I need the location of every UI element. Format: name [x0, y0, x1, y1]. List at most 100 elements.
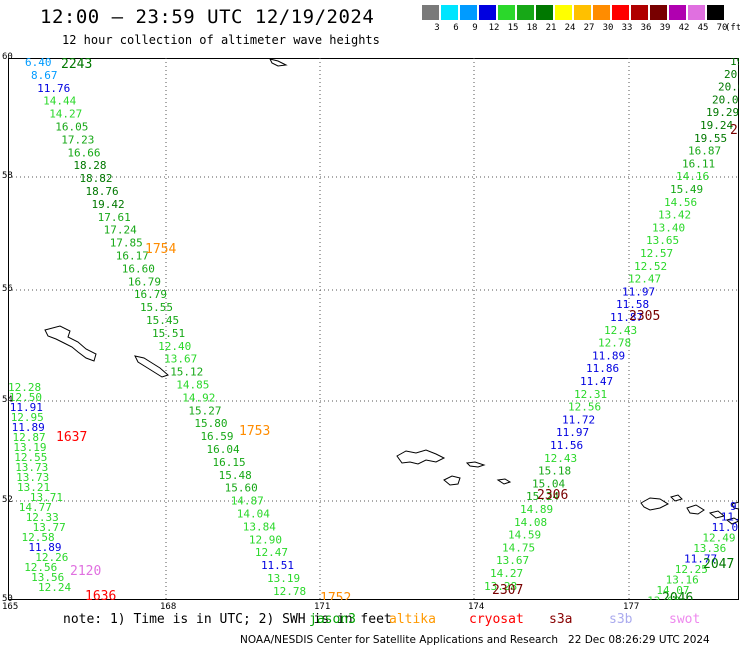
swh-value: 12.25 — [675, 563, 708, 576]
legend-label: 24 — [564, 23, 576, 33]
pass-time-label: 2307 — [492, 583, 523, 598]
swh-value: 14.56 — [664, 196, 697, 209]
legend-label: 3 — [434, 23, 440, 33]
aleutian-island-4 — [496, 478, 512, 485]
satellite-swot: swot — [669, 612, 701, 627]
swh-value: 13.40 — [652, 221, 685, 234]
swh-value: 16.04 — [207, 443, 240, 456]
satellite-s3b: s3b — [609, 612, 633, 627]
st-matthew-island — [44, 325, 97, 362]
swh-value: 11.04 — [712, 521, 739, 534]
swh-value: 15.60 — [225, 482, 258, 495]
legend-swatch — [555, 5, 572, 20]
swh-value: 14.16 — [676, 170, 709, 183]
legend-swatch — [612, 5, 629, 20]
swh-value: 11.89 — [12, 421, 45, 434]
pass-time-label: 1636 — [85, 589, 116, 600]
legend-label: 9 — [472, 23, 478, 33]
swh-value: 13.67 — [164, 353, 197, 366]
swh-value: 11.97 — [556, 426, 589, 439]
swh-labels: 6.408.6711.7614.4414.2716.0517.2316.6618… — [8, 58, 739, 600]
legend-label: 15 — [507, 23, 519, 33]
map-title: 12:00 – 23:59 UTC 12/19/2024 — [40, 6, 375, 28]
swh-value: 19.29 — [706, 106, 739, 119]
swh-value: 13.73 — [16, 471, 49, 484]
swh-value: 15.51 — [152, 327, 185, 340]
swh-value: 12.49 — [702, 532, 735, 545]
swh-value: 15.27 — [188, 404, 221, 417]
satellite-s3a: s3a — [549, 612, 573, 627]
aleutian-island-6 — [670, 494, 683, 502]
pass-time-label: 2120 — [70, 564, 101, 579]
swh-value: 13.19 — [13, 441, 46, 454]
swh-value: 12.33 — [26, 511, 59, 524]
legend-label: 70 — [716, 23, 728, 33]
swh-value: 11.56 — [550, 439, 583, 452]
swh-value: 12.78 — [273, 585, 306, 598]
swh-value: 11.89 — [592, 349, 625, 362]
swh-value: 11.87 — [610, 311, 643, 324]
swh-value: 17.61 — [98, 211, 131, 224]
swh-value: 16.17 — [116, 250, 149, 263]
legend-swatch — [479, 5, 496, 20]
swh-value: 13.21 — [17, 481, 50, 494]
swh-value: 16.87 — [688, 145, 721, 158]
pass-time-label: 2 — [730, 123, 738, 138]
swh-value: 14.44 — [43, 95, 76, 108]
aleutian-island-1 — [396, 449, 446, 465]
swh-value: 19 — [730, 58, 739, 68]
legend-label: 21 — [545, 23, 557, 33]
swh-value: 13.36 — [693, 542, 726, 555]
swh-value: 14.59 — [508, 529, 541, 542]
swh-value: 14.75 — [502, 541, 535, 554]
pass-time-label: 2046 — [662, 591, 693, 600]
swh-value: 17.23 — [61, 133, 94, 146]
legend-swatch — [688, 5, 705, 20]
legend-label: 12 — [488, 23, 500, 33]
swh-value: 12.50 — [9, 391, 42, 404]
latitude-label: 50 — [2, 594, 13, 604]
satellite-cryosat: cryosat — [469, 612, 524, 627]
swh-value: 12.26 — [35, 551, 68, 564]
swh-value: 13.73 — [15, 461, 48, 474]
legend-label: 39 — [659, 23, 671, 33]
swh-value: 9 — [730, 500, 737, 513]
longitude-label: 177 — [623, 602, 640, 612]
longitude-label: 171 — [314, 602, 331, 612]
swh-value: 12.43 — [604, 324, 637, 337]
swh-value: 13.71 — [30, 491, 63, 504]
legend-swatch — [498, 5, 515, 20]
legend-swatch — [650, 5, 667, 20]
legend-unit: (ft) — [725, 23, 740, 33]
swh-value: 12.78 — [598, 337, 631, 350]
swh-value: 12.52 — [634, 260, 667, 273]
swh-value: 12.43 — [544, 452, 577, 465]
swh-value: 13.42 — [658, 209, 691, 222]
aleutian-island-5 — [640, 497, 670, 511]
legend-label: 6 — [453, 23, 459, 33]
small-island-north — [269, 58, 288, 67]
legend-swatch — [707, 5, 724, 20]
swh-value: 12.56 — [568, 401, 601, 414]
swh-value: 11.89 — [721, 511, 739, 524]
pass-time-label: 1753 — [239, 424, 270, 439]
swh-value: 12.55 — [14, 451, 47, 464]
map-subtitle: 12 hour collection of altimeter wave hei… — [62, 33, 380, 47]
swh-value: 11.86 — [586, 362, 619, 375]
legend-swatch — [574, 5, 591, 20]
swh-value: 15.49 — [670, 183, 703, 196]
wave-height-map: 6.408.6711.7614.4414.2716.0517.2316.6618… — [8, 58, 739, 600]
swh-value: 11.58 — [616, 298, 649, 311]
swh-value: 18.28 — [73, 159, 106, 172]
swh-value: 15.55 — [140, 301, 173, 314]
swh-value: 14.08 — [514, 516, 547, 529]
note-text: note: 1) Time is in UTC; 2) SWH is in fe… — [63, 612, 392, 627]
map-frame — [8, 58, 739, 600]
swh-value: 15.45 — [146, 314, 179, 327]
swh-value: 12.58 — [22, 531, 55, 544]
aleutian-island-7 — [686, 504, 705, 515]
longitude-label: 165 — [2, 602, 19, 612]
swh-value: 11.76 — [37, 82, 70, 95]
swh-value: 15.12 — [170, 366, 203, 379]
legend-label: 30 — [602, 23, 614, 33]
